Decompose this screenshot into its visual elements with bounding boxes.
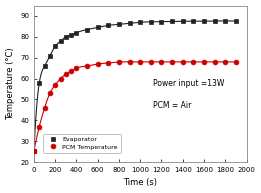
PCM Temperature (234, 61, 238, 63)
PCM Temperature (160, 61, 163, 63)
PCM Temperature (203, 61, 206, 63)
Evaporator (128, 22, 131, 25)
Line: Evaporator: Evaporator (32, 19, 238, 153)
Evaporator (64, 36, 67, 38)
Evaporator (139, 21, 142, 23)
Evaporator (117, 23, 121, 25)
Evaporator (160, 20, 163, 23)
PCM Temperature (59, 77, 62, 80)
X-axis label: Time (s): Time (s) (123, 179, 157, 187)
Evaporator (203, 20, 206, 22)
Evaporator (48, 54, 51, 57)
PCM Temperature (70, 70, 73, 72)
PCM Temperature (213, 61, 216, 63)
PCM Temperature (149, 61, 152, 63)
Evaporator (107, 24, 110, 26)
Evaporator (86, 28, 89, 31)
Evaporator (213, 20, 216, 22)
Evaporator (59, 40, 62, 42)
PCM Temperature (224, 61, 227, 63)
PCM Temperature (48, 92, 51, 94)
PCM Temperature (54, 84, 57, 86)
Evaporator (70, 34, 73, 36)
Y-axis label: Temperature (°C): Temperature (°C) (5, 47, 15, 120)
Evaporator (43, 65, 46, 67)
Text: Power input =13W: Power input =13W (153, 79, 224, 88)
Evaporator (224, 20, 227, 22)
Evaporator (234, 20, 238, 22)
PCM Temperature (181, 61, 184, 63)
Legend: Evaporator, PCM Temperature: Evaporator, PCM Temperature (44, 134, 121, 153)
PCM Temperature (43, 107, 46, 109)
PCM Temperature (139, 61, 142, 63)
PCM Temperature (38, 125, 41, 128)
PCM Temperature (75, 67, 78, 69)
PCM Temperature (170, 61, 174, 63)
PCM Temperature (128, 61, 131, 63)
PCM Temperature (86, 65, 89, 67)
Evaporator (181, 20, 184, 22)
Evaporator (75, 31, 78, 34)
PCM Temperature (96, 63, 99, 65)
Evaporator (54, 45, 57, 47)
Evaporator (38, 82, 41, 84)
Evaporator (149, 21, 152, 23)
Evaporator (32, 149, 35, 152)
PCM Temperature (117, 61, 121, 63)
Evaporator (170, 20, 174, 23)
Evaporator (96, 26, 99, 29)
PCM Temperature (192, 61, 195, 63)
Line: PCM Temperature: PCM Temperature (32, 59, 238, 153)
PCM Temperature (107, 62, 110, 64)
PCM Temperature (32, 149, 35, 152)
Text: PCM = Air: PCM = Air (153, 101, 191, 110)
Evaporator (192, 20, 195, 22)
PCM Temperature (64, 73, 67, 76)
